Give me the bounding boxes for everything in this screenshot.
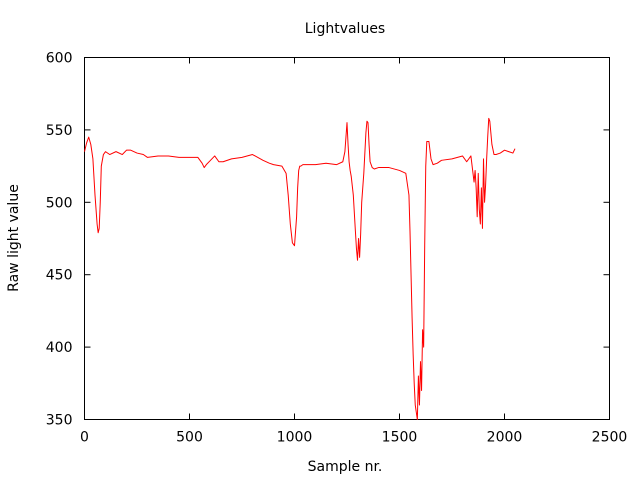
- plot-frame: [84, 57, 610, 420]
- x-tick-label: 0: [80, 430, 89, 446]
- series-layer: [84, 117, 516, 420]
- x-tick-label: 2000: [487, 430, 523, 446]
- x-tick-label: 1000: [277, 430, 313, 446]
- y-tick-label: 500: [46, 195, 73, 211]
- y-tick-label: 450: [46, 268, 73, 284]
- axis-ticks: [84, 57, 610, 420]
- tick-labels: 0 500 1000 1500 2000 2500 350 400 450 500 550 600: [46, 51, 628, 446]
- x-tick-label: 1500: [382, 430, 418, 446]
- x-axis-title: Sample nr.: [308, 459, 383, 475]
- y-tick-label: 350: [46, 413, 73, 429]
- x-tick-label: 2500: [592, 430, 628, 446]
- chart-title: Lightvalues: [305, 21, 385, 37]
- y-tick-label: 600: [46, 51, 73, 67]
- series-line: [84, 117, 516, 420]
- y-tick-label: 400: [46, 340, 73, 356]
- y-axis-title: Raw light value: [6, 184, 22, 292]
- x-tick-label: 500: [176, 430, 203, 446]
- y-tick-label: 550: [46, 123, 73, 139]
